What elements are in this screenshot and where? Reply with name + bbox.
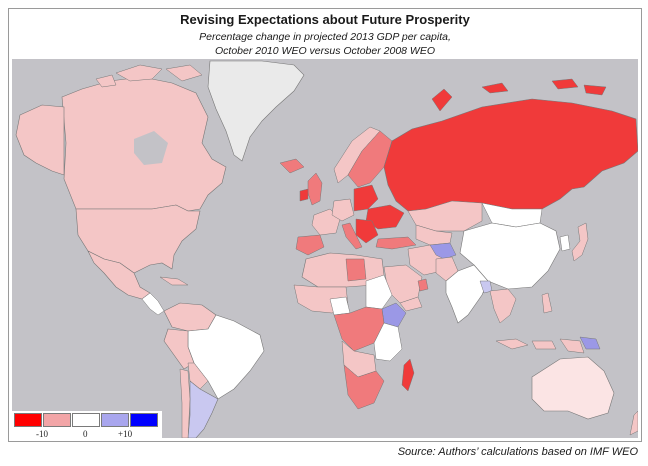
subtitle-line-2: October 2010 WEO versus October 2008 WEO — [214, 45, 435, 57]
chile — [179, 368, 191, 438]
southern-africa — [343, 364, 385, 410]
cuba — [159, 276, 189, 286]
gulf-states — [417, 278, 429, 292]
arctic-islands — [95, 64, 203, 88]
east-africa — [373, 322, 403, 362]
italy — [341, 222, 363, 250]
australia — [531, 356, 615, 420]
legend-swatch-strong-decline — [14, 413, 42, 427]
madagascar — [401, 358, 415, 392]
yemen — [399, 296, 423, 312]
libya — [345, 258, 367, 282]
figure-subtitle: Percentage change in projected 2013 GDP … — [9, 30, 641, 58]
balkans — [355, 218, 379, 244]
greenland — [207, 60, 305, 162]
subtitle-line-1: Percentage change in projected 2013 GDP … — [199, 31, 451, 43]
india — [445, 264, 489, 324]
legend-swatch-strong-gain — [130, 413, 158, 427]
legend-label-max: +10 — [118, 429, 133, 439]
legend-label-zero: 0 — [83, 429, 88, 439]
indochina — [489, 288, 517, 324]
legend-label-min: -10 — [36, 429, 48, 439]
map-figure: Revising Expectations about Future Prosp… — [8, 8, 642, 442]
bolivia — [187, 362, 209, 390]
world-map-canvas — [12, 59, 638, 438]
germany — [331, 198, 355, 222]
argentina — [187, 380, 219, 438]
legend-swatch-gain — [101, 413, 129, 427]
sudan — [365, 274, 393, 310]
figure-title: Revising Expectations about Future Prosp… — [180, 12, 470, 27]
hudson-bay — [134, 131, 168, 165]
papua-new-guinea — [579, 336, 601, 350]
russian-arctic-islands — [431, 78, 607, 112]
legend-swatch-decline — [43, 413, 71, 427]
new-zealand — [629, 410, 638, 436]
legend-swatch-neutral — [72, 413, 100, 427]
philippines — [541, 292, 553, 314]
japan — [571, 222, 589, 262]
turkey — [375, 236, 417, 250]
source-note: Source: Authors’ calculations based on I… — [397, 446, 638, 458]
ireland — [299, 188, 309, 202]
spain-portugal — [295, 234, 325, 256]
color-legend: -10 0 +10 — [12, 411, 162, 439]
world-map — [12, 59, 638, 438]
iceland — [279, 158, 305, 174]
alaska — [15, 104, 65, 176]
korea — [559, 234, 571, 252]
indonesia — [495, 338, 585, 354]
baltics-poland — [353, 184, 379, 212]
